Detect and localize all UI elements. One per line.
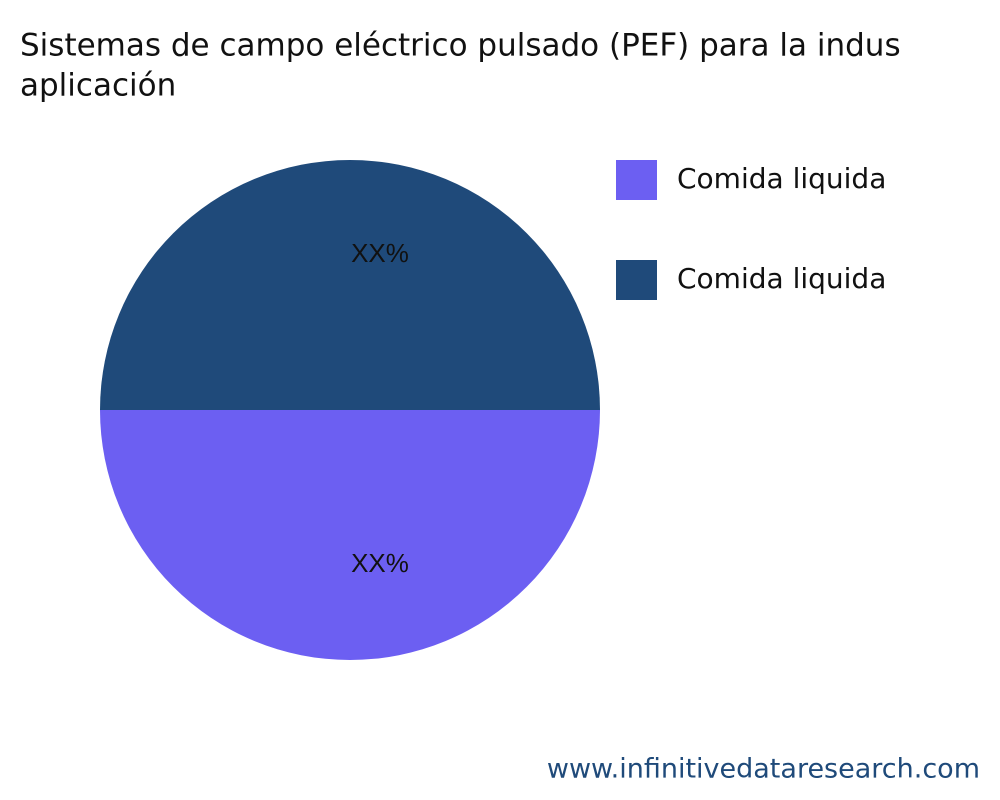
source: www.infinitivedataresearch.com: [547, 754, 980, 785]
chart-title: aplicación: [20, 68, 176, 104]
chart-title: Sistemas de campo eléctrico pulsado (PEF…: [20, 28, 901, 64]
legend-swatch: [616, 260, 657, 300]
legend-swatch: [616, 160, 657, 200]
data-label: XX%: [351, 238, 409, 268]
pie-slice: [100, 160, 600, 410]
legend-label: Comida liquida: [677, 162, 886, 195]
data-label: XX%: [351, 548, 409, 578]
legend-label: Comida liquida: [677, 262, 886, 295]
pie-slice: [100, 410, 600, 660]
